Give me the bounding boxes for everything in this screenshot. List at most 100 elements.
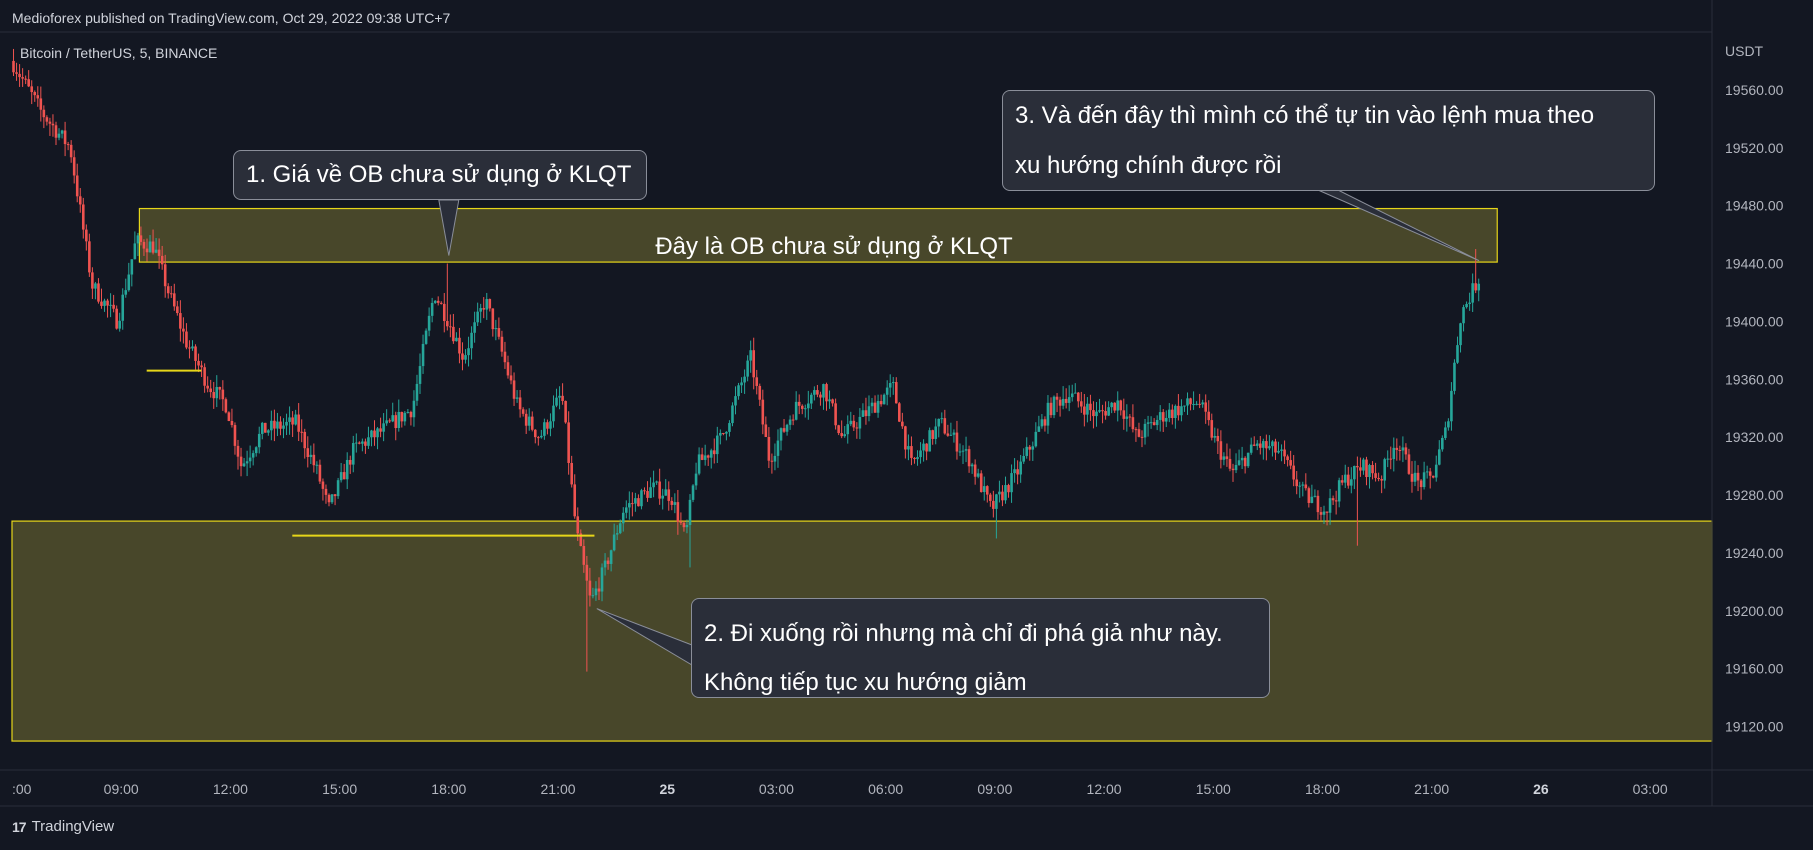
candle-body [995, 494, 998, 509]
candle-body [898, 403, 901, 422]
candle-body [1350, 479, 1353, 486]
candle [315, 461, 319, 475]
candle-body [1410, 473, 1414, 482]
candle-body [1353, 465, 1356, 480]
candle [810, 392, 813, 409]
candle [530, 411, 534, 432]
candle-body [752, 350, 756, 378]
candle-body [764, 424, 768, 437]
candle-body [1007, 485, 1010, 493]
candle [855, 422, 859, 439]
candle-body [339, 472, 343, 481]
candle-body [555, 397, 558, 406]
candle-body [640, 490, 643, 507]
candle [664, 479, 668, 496]
candle-body [91, 272, 94, 289]
candle [1289, 450, 1292, 470]
candle [21, 68, 24, 87]
candle-body [452, 326, 455, 342]
candle-body [694, 473, 698, 486]
candle [1110, 401, 1113, 414]
candle [30, 80, 34, 105]
candle-body [1283, 449, 1286, 457]
candle [485, 292, 489, 320]
candle [643, 487, 646, 495]
candle [1007, 483, 1010, 498]
candle [145, 238, 149, 262]
y-tick-label: 19440.00 [1725, 256, 1784, 272]
candle [197, 353, 200, 373]
candle-body [1328, 498, 1332, 513]
candle [661, 488, 664, 510]
candle [1046, 395, 1050, 434]
candle-body [330, 494, 334, 503]
candle [967, 445, 971, 473]
candle [1098, 398, 1101, 413]
candle-body [861, 410, 865, 417]
candle [1316, 490, 1320, 520]
candle-body [737, 385, 740, 397]
candle [136, 232, 140, 257]
candle-body [1198, 403, 1201, 405]
candle [282, 418, 285, 439]
candle-body [439, 302, 443, 304]
candle-body [358, 442, 361, 444]
candle-body [925, 443, 928, 452]
candle-body [1377, 477, 1380, 480]
candle [166, 283, 170, 299]
candle-body [816, 390, 819, 395]
candle-body [1459, 323, 1462, 346]
candle [940, 412, 944, 424]
candle [540, 429, 543, 439]
candle [236, 439, 240, 470]
candle-body [473, 322, 476, 333]
candle-body [864, 410, 868, 417]
candle [891, 377, 895, 395]
candle-body [1119, 400, 1123, 411]
candle-body [973, 464, 977, 477]
candle [628, 491, 631, 520]
candle-body [54, 125, 58, 138]
candle [603, 553, 607, 576]
candle [885, 380, 889, 406]
candle-body [719, 432, 722, 436]
candle-body [1368, 465, 1371, 477]
candle [879, 394, 883, 407]
candle-body [697, 454, 701, 474]
candle-body [1092, 410, 1095, 417]
candle-body [315, 464, 319, 466]
candle [864, 397, 868, 425]
x-tick-label: 03:00 [759, 781, 794, 797]
tradingview-footer[interactable]: 17 TradingView [12, 818, 114, 835]
candle [1353, 465, 1356, 490]
candle [1174, 404, 1177, 429]
y-tick-label: 19280.00 [1725, 487, 1784, 503]
candle [69, 140, 73, 163]
candle [12, 48, 15, 77]
candle [725, 431, 728, 441]
y-tick-label: 19120.00 [1725, 719, 1784, 735]
candle [928, 427, 931, 452]
candle-body [327, 494, 331, 503]
candle-body [937, 418, 941, 427]
candle [273, 409, 276, 442]
candle [133, 231, 137, 260]
candle [124, 278, 128, 298]
candle [1198, 393, 1201, 409]
candle [797, 394, 801, 415]
candle [509, 365, 513, 385]
candle [1052, 395, 1056, 419]
candle-body [12, 60, 15, 73]
candle-body [1025, 446, 1029, 456]
candle-body [118, 320, 121, 329]
candle [1128, 414, 1132, 427]
candle-body [591, 595, 595, 597]
candle-body [712, 450, 716, 455]
candle [670, 497, 674, 511]
candle-body [1295, 479, 1299, 487]
candle [837, 424, 840, 436]
candle [439, 301, 443, 305]
candle [218, 386, 222, 400]
candle-body [552, 405, 555, 422]
candle-body [218, 386, 222, 390]
